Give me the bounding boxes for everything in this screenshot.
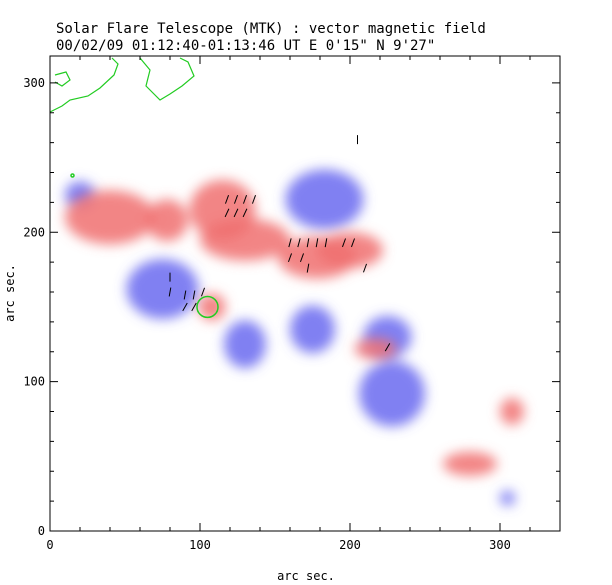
x-tick-label: 300 (489, 538, 511, 552)
x-tick-label: 0 (46, 538, 53, 552)
x-tick-label: 100 (189, 538, 211, 552)
field-vector (183, 290, 187, 300)
field-vector (315, 238, 319, 248)
field-vector (288, 238, 292, 248)
y-tick-label: 300 (23, 76, 45, 90)
field-vector (242, 208, 248, 218)
field-vector (200, 287, 206, 297)
flare-contour (70, 173, 75, 178)
negative-region (285, 169, 364, 230)
positive-region (354, 338, 397, 360)
plot-frame (49, 55, 561, 532)
field-vector (224, 194, 230, 204)
negative-region (500, 490, 515, 506)
positive-region (198, 293, 226, 321)
field-vector (224, 208, 230, 218)
y-tick-label: 100 (23, 375, 45, 389)
positive-region (200, 218, 290, 261)
field-vector (192, 290, 196, 300)
field-vector (242, 194, 248, 204)
y-tick-label: 0 (38, 524, 45, 538)
x-axis-label: arc sec. (277, 569, 335, 583)
field-vector (168, 287, 172, 297)
flare-contours (70, 173, 219, 319)
contour-line-topleft (50, 57, 119, 113)
figure-subtitle: 00/02/09 01:12:40-01:13:46 UT E 0'15" N … (56, 38, 435, 54)
green-contour-group (50, 57, 195, 113)
transverse-field-vectors (168, 135, 391, 352)
field-vector (251, 194, 257, 204)
field-vector (362, 263, 368, 273)
positive-polarity-regions (65, 179, 524, 476)
negative-region (290, 305, 335, 354)
field-vector (350, 238, 356, 248)
positive-region (317, 232, 383, 269)
field-vector (233, 208, 239, 218)
field-vector (299, 253, 305, 263)
y-axis-label: arc sec. (3, 264, 17, 322)
x-tick-label: 200 (339, 538, 361, 552)
axes: 0 100 200 300 0 100 200 300 (23, 56, 561, 552)
field-vector (384, 343, 391, 352)
negative-region (126, 259, 199, 319)
field-vector (191, 302, 197, 312)
field-vector (297, 238, 301, 248)
field-vector (341, 238, 347, 248)
field-vector (287, 253, 293, 263)
positive-region (65, 190, 155, 245)
positive-region (146, 199, 188, 242)
plot-area (50, 57, 524, 506)
positive-region (500, 398, 524, 425)
field-vector (233, 194, 239, 204)
field-vector (324, 238, 328, 248)
negative-region (359, 360, 425, 427)
contour-line-topright (139, 57, 195, 101)
contour-line-small (54, 71, 71, 87)
negative-polarity-regions (65, 169, 515, 506)
flare-contour (196, 295, 219, 319)
positive-region (443, 451, 497, 476)
figure-title: Solar Flare Telescope (MTK) : vector mag… (56, 21, 486, 37)
field-vector (306, 263, 310, 273)
y-tick-label: 200 (23, 225, 45, 239)
field-vector (306, 238, 310, 248)
negative-region (224, 320, 266, 369)
field-vector (182, 302, 188, 312)
